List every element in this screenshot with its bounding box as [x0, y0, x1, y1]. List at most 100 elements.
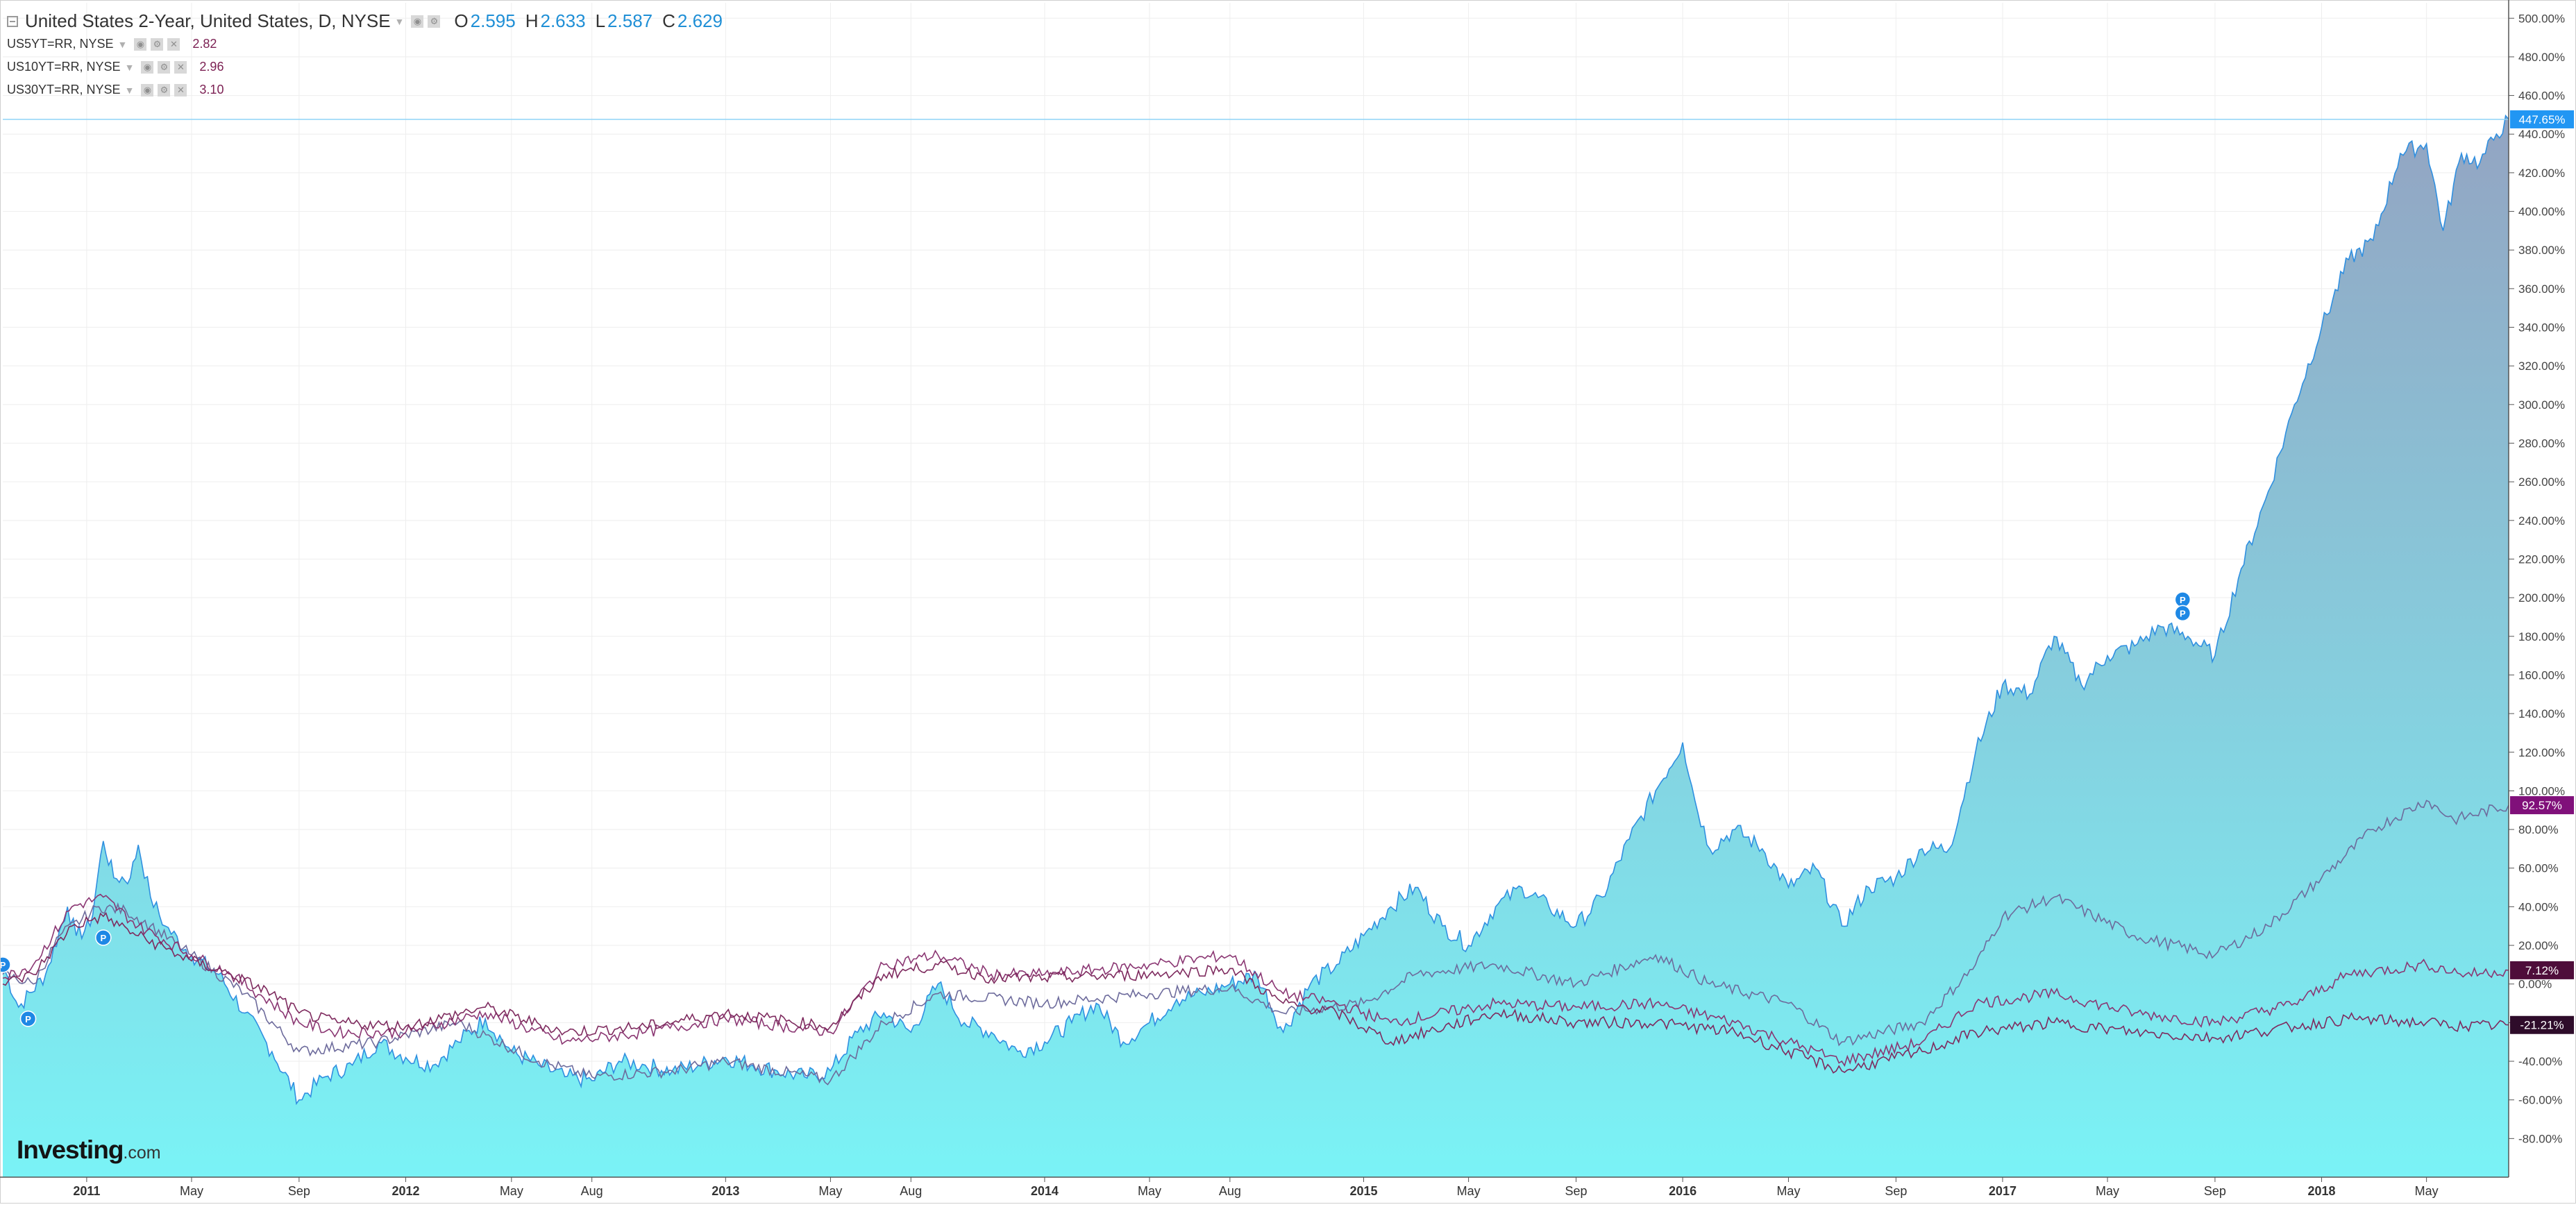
y-tick-label: -60.00%	[2518, 1094, 2562, 1107]
y-tick-label: 420.00%	[2518, 167, 2565, 180]
price-badge-label: -21.21%	[2520, 1019, 2564, 1032]
y-tick-label: 0.00%	[2518, 978, 2552, 991]
y-tick-label: 480.00%	[2518, 51, 2565, 64]
x-tick-label: Aug	[900, 1184, 922, 1198]
close-value: 2.629	[677, 10, 723, 31]
logo-suffix: .com	[123, 1143, 161, 1163]
event-marker: P	[95, 929, 112, 946]
price-badge-box	[2510, 796, 2574, 815]
collapse-icon[interactable]	[7, 15, 18, 27]
x-tick-label: 2016	[1669, 1184, 1697, 1198]
event-marker-label: P	[2180, 595, 2186, 605]
y-tick-label: 400.00%	[2518, 205, 2565, 219]
eye-icon[interactable]: ◉	[411, 15, 424, 28]
high-value: 2.633	[540, 10, 586, 31]
y-tick-label: 120.00%	[2518, 746, 2565, 759]
event-marker-label: P	[0, 960, 6, 970]
x-tick-label: Sep	[1565, 1184, 1587, 1198]
series-line-main	[2, 114, 2509, 1106]
price-badge-label: 447.65%	[2518, 113, 2565, 126]
chevron-down-icon[interactable]: ▼	[117, 38, 128, 50]
settings-icon[interactable]: ⚙	[158, 83, 171, 96]
y-tick-label: -80.00%	[2518, 1132, 2562, 1145]
x-tick-label: May	[1457, 1184, 1481, 1198]
eye-icon[interactable]: ◉	[134, 37, 147, 51]
y-tick-label: 360.00%	[2518, 282, 2565, 296]
event-marker-dot	[2174, 605, 2191, 622]
price-badge-us10: 7.12%	[2510, 961, 2574, 979]
open-key: O	[454, 10, 469, 31]
event-marker-label: P	[25, 1014, 31, 1024]
y-tick-label: 200.00%	[2518, 591, 2565, 605]
close-icon[interactable]: ✕	[174, 60, 187, 74]
x-tick-label: May	[2096, 1184, 2119, 1198]
event-marker: P	[19, 1011, 37, 1027]
legend-main-series[interactable]: United States 2-Year, United States, D, …	[7, 10, 723, 33]
x-tick-label: Aug	[581, 1184, 603, 1198]
high-key: H	[525, 10, 539, 31]
y-tick-label: 220.00%	[2518, 552, 2565, 566]
series-label: US30YT=RR, NYSE	[7, 83, 121, 96]
series-line-us5	[2, 800, 2509, 1086]
y-tick-label: 440.00%	[2518, 128, 2565, 141]
y-tick-label: 160.00%	[2518, 668, 2565, 682]
low-key: L	[595, 10, 606, 31]
settings-icon[interactable]: ⚙	[428, 15, 441, 28]
event-marker: P	[0, 956, 11, 973]
event-marker-label: P	[100, 933, 106, 943]
y-tick-label: 140.00%	[2518, 707, 2565, 720]
price-badge-us30: -21.21%	[2510, 1015, 2574, 1034]
close-icon[interactable]: ✕	[167, 37, 180, 51]
price-badge-label: 92.57%	[2522, 799, 2562, 812]
close-icon[interactable]: ✕	[174, 83, 187, 96]
x-tick-label: May	[818, 1184, 842, 1198]
legend-series-us30[interactable]: US30YT=RR, NYSE ▼ ◉ ⚙ ✕ 3.10	[7, 78, 723, 101]
x-tick-label: 2011	[73, 1184, 100, 1198]
x-tick-label: Aug	[1219, 1184, 1241, 1198]
series-value: 2.96	[199, 60, 224, 74]
x-tick-label: Sep	[288, 1184, 310, 1198]
price-badge-us5: 92.57%	[2510, 796, 2574, 815]
settings-icon[interactable]: ⚙	[158, 60, 171, 74]
event-marker-dot	[0, 956, 11, 973]
price-badge-box	[2510, 110, 2574, 128]
x-tick-label: Sep	[2204, 1184, 2226, 1198]
y-tick-label: 500.00%	[2518, 12, 2565, 25]
x-tick-label: 2015	[1349, 1184, 1377, 1198]
chevron-down-icon[interactable]: ▼	[124, 84, 135, 96]
event-marker-dot	[19, 1011, 37, 1027]
chart-legend: United States 2-Year, United States, D, …	[7, 10, 723, 101]
x-tick-label: 2018	[2308, 1184, 2336, 1198]
y-tick-label: 380.00%	[2518, 244, 2565, 257]
y-axis: 500.00% 480.00% 460.00% 440.00% 420.00% 400.0…	[2509, 12, 2565, 1145]
main-series-title: United States 2-Year, United States, D, …	[25, 10, 391, 31]
y-tick-label: 260.00%	[2518, 475, 2565, 489]
y-tick-label: 80.00%	[2518, 823, 2559, 836]
x-tick-label: 2014	[1031, 1184, 1059, 1198]
price-badge-box	[2510, 961, 2574, 979]
chevron-down-icon[interactable]: ▼	[394, 15, 405, 27]
series-line-us30	[2, 911, 2509, 1074]
eye-icon[interactable]: ◉	[141, 60, 154, 74]
y-tick-label: 320.00%	[2518, 360, 2565, 373]
investing-logo: Investing.com	[17, 1136, 161, 1165]
y-tick-label: 100.00%	[2518, 784, 2565, 797]
x-tick-label: May	[1138, 1184, 1161, 1198]
event-marker-dot	[95, 929, 112, 946]
open-value: 2.595	[470, 10, 516, 31]
eye-icon[interactable]: ◉	[141, 83, 154, 96]
y-tick-label: 340.00%	[2518, 321, 2565, 335]
event-marker: P	[2174, 591, 2191, 608]
y-tick-label: 460.00%	[2518, 90, 2565, 103]
close-key: C	[662, 10, 675, 31]
legend-series-us5[interactable]: US5YT=RR, NYSE ▼ ◉ ⚙ ✕ 2.82	[7, 33, 723, 56]
x-tick-label: May	[180, 1184, 203, 1198]
chevron-down-icon[interactable]: ▼	[124, 61, 135, 73]
x-tick-label: 2012	[392, 1184, 419, 1198]
settings-icon[interactable]: ⚙	[151, 37, 164, 51]
x-tick-label: May	[500, 1184, 523, 1198]
legend-series-us10[interactable]: US10YT=RR, NYSE ▼ ◉ ⚙ ✕ 2.96	[7, 56, 723, 78]
low-value: 2.587	[607, 10, 653, 31]
